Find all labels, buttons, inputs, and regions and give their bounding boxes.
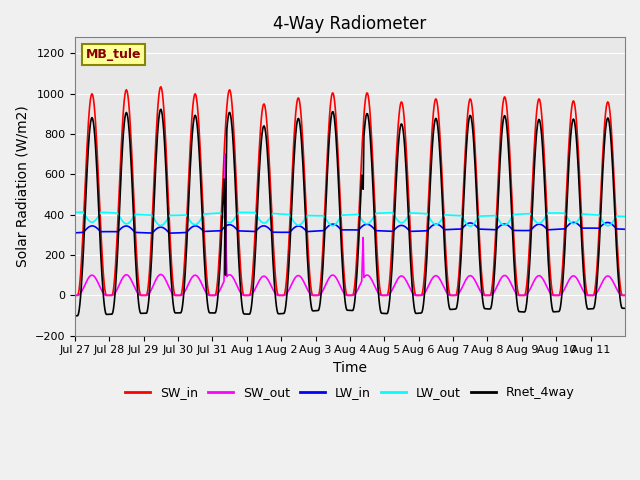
Rnet_4way xyxy=(136,306,143,312)
LW_out xyxy=(237,210,245,216)
SW_in xyxy=(621,292,629,298)
SW_in xyxy=(237,275,245,280)
SW_in xyxy=(264,144,272,150)
LW_in xyxy=(621,227,629,232)
LW_in xyxy=(285,229,293,235)
LW_out xyxy=(285,212,293,217)
SW_out xyxy=(621,292,629,298)
X-axis label: Time: Time xyxy=(333,361,367,375)
Rnet_4way xyxy=(621,305,629,311)
LW_in xyxy=(438,225,446,230)
SW_in xyxy=(438,173,446,179)
LW_out xyxy=(438,216,446,222)
Line: Rnet_4way: Rnet_4way xyxy=(75,109,625,316)
LW_out xyxy=(264,217,272,223)
Rnet_4way xyxy=(157,107,164,112)
Line: LW_in: LW_in xyxy=(75,222,625,233)
Legend: SW_in, SW_out, LW_in, LW_out, Rnet_4way: SW_in, SW_out, LW_in, LW_out, Rnet_4way xyxy=(120,381,580,404)
SW_in xyxy=(136,288,143,293)
SW_out xyxy=(285,287,293,292)
SW_out xyxy=(264,277,272,283)
LW_out xyxy=(71,209,79,215)
SW_in xyxy=(71,292,79,298)
Rnet_4way xyxy=(71,313,79,319)
LW_out xyxy=(621,214,629,219)
Rnet_4way xyxy=(264,167,272,173)
LW_in xyxy=(237,228,245,234)
SW_out xyxy=(438,280,446,286)
Line: LW_out: LW_out xyxy=(75,212,625,226)
LW_in xyxy=(264,225,272,231)
LW_in xyxy=(136,230,143,236)
Rnet_4way xyxy=(408,269,415,275)
SW_out xyxy=(408,288,415,294)
SW_out xyxy=(237,291,245,297)
SW_in xyxy=(157,84,164,90)
Line: SW_out: SW_out xyxy=(75,155,625,295)
Y-axis label: Solar Radiation (W/m2): Solar Radiation (W/m2) xyxy=(15,106,29,267)
Rnet_4way xyxy=(438,193,446,199)
LW_in xyxy=(166,230,173,236)
Title: 4-Way Radiometer: 4-Way Radiometer xyxy=(273,15,426,33)
SW_out xyxy=(136,292,143,298)
LW_in xyxy=(408,228,415,234)
SW_in xyxy=(408,246,415,252)
LW_out xyxy=(79,209,86,215)
SW_in xyxy=(285,232,293,238)
Rnet_4way xyxy=(285,255,293,261)
LW_in xyxy=(71,230,79,236)
Rnet_4way xyxy=(237,295,245,300)
Line: SW_in: SW_in xyxy=(75,87,625,295)
SW_out xyxy=(71,292,79,298)
Text: MB_tule: MB_tule xyxy=(86,48,141,61)
LW_in xyxy=(570,219,577,225)
LW_out xyxy=(136,212,144,217)
SW_out xyxy=(221,152,229,157)
LW_out xyxy=(466,223,474,229)
LW_out xyxy=(408,210,415,216)
